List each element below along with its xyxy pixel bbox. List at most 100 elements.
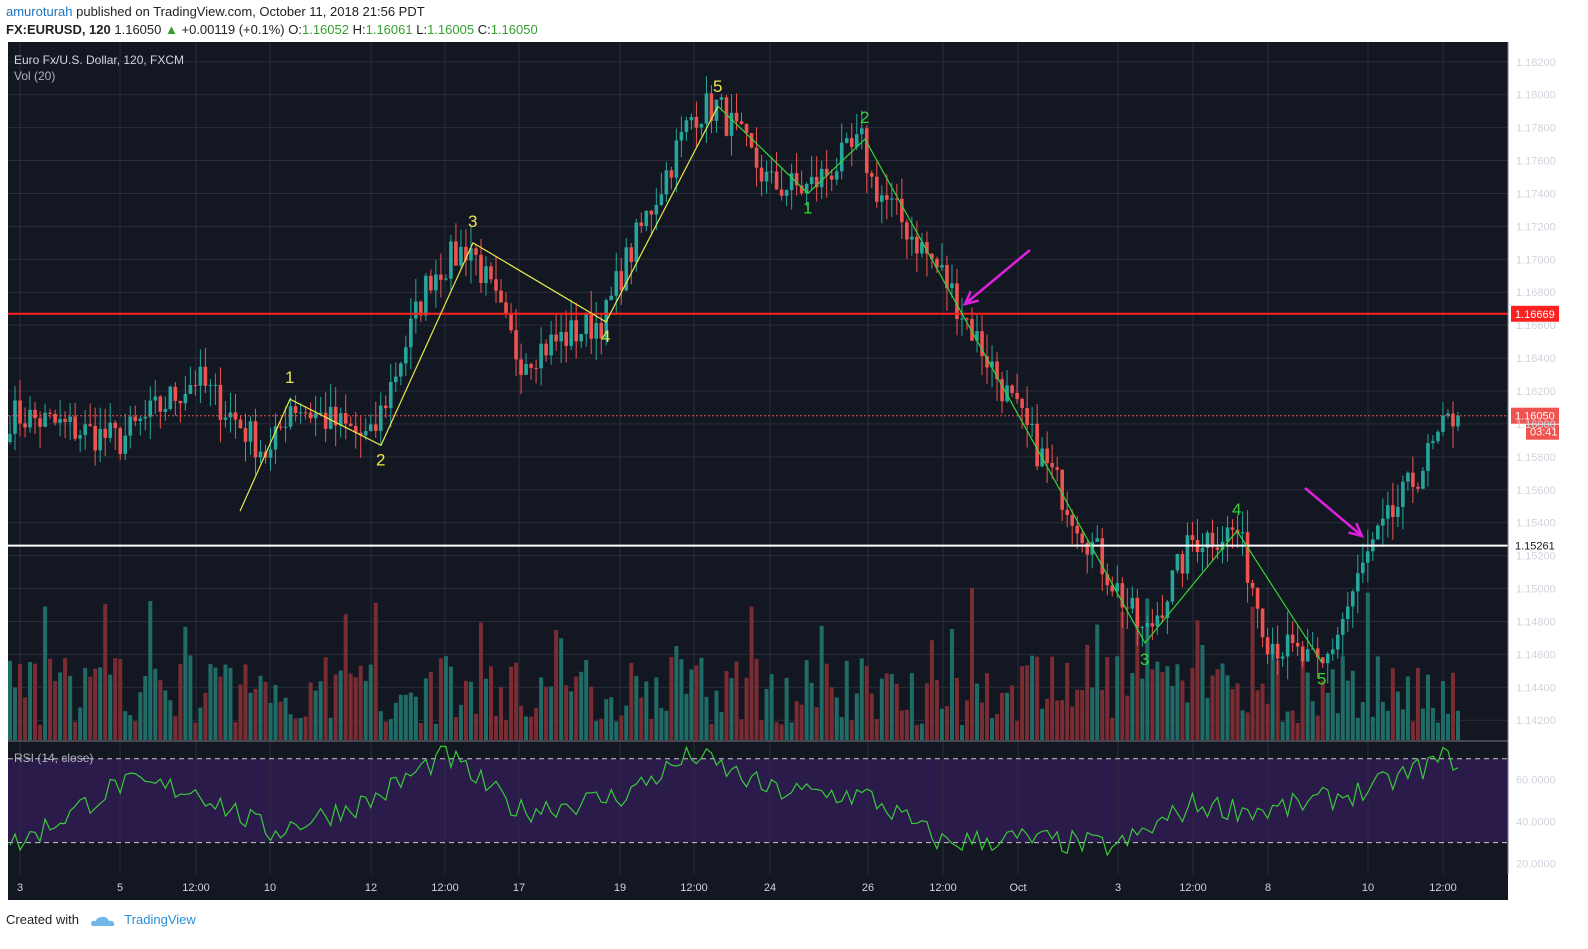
volume-bar-183: [924, 683, 929, 740]
volume-bar-277: [1395, 691, 1400, 740]
wave-green-label-2: 2: [860, 108, 869, 127]
author-link[interactable]: amuroturah: [6, 4, 73, 19]
candle-body-49: [253, 421, 258, 458]
volume-bar-128: [649, 718, 654, 740]
candle-body-4: [28, 409, 32, 428]
volume-bar-120: [609, 697, 614, 740]
candle-body-59: [303, 412, 308, 414]
volume-bar-1: [13, 687, 18, 740]
candle-body-251: [1265, 637, 1270, 655]
wave-yellow-label-2: 2: [376, 450, 385, 469]
candle-body-92: [469, 248, 473, 261]
candle-body-281: [1416, 486, 1420, 489]
volume-bar-91: [463, 680, 468, 740]
volume-bar-181: [914, 724, 919, 740]
open-label: O:: [288, 22, 302, 37]
resistance-label-bg: [1511, 305, 1559, 322]
created-with-text: Created with: [6, 912, 79, 927]
candle-body-66: [338, 413, 343, 426]
axes: 1.18200 1.18000 1.17800 1.17600 1.17400 1.172…: [8, 42, 1556, 900]
volume-bar-12: [68, 675, 73, 740]
volume-bar-177: [894, 683, 899, 740]
volume-bar-187: [944, 706, 949, 740]
volume-bar-201: [1015, 721, 1020, 740]
volume-bar-84: [428, 671, 433, 740]
volume-bar-219: [1105, 657, 1110, 740]
price-tick-19: 1.14400: [1516, 682, 1556, 694]
volume-bar-121: [614, 721, 619, 740]
volume-bar-220: [1110, 717, 1115, 740]
candle-body-152: [769, 171, 774, 173]
volume-bar-226: [1140, 678, 1145, 740]
volume-bar-190: [959, 724, 964, 740]
last-price: 1.16050: [114, 22, 162, 37]
candle-body-250: [1260, 608, 1265, 638]
volume-bar-206: [1040, 708, 1045, 740]
time-tick-17: 12:00: [1429, 882, 1457, 894]
wave-green-label-1: 1: [803, 198, 812, 217]
low-label: L:: [416, 22, 428, 37]
volume-bar-221: [1115, 656, 1120, 740]
volume-bar-266: [1340, 656, 1345, 740]
volume-bar-209: [1055, 700, 1060, 740]
candle-body-50: [258, 451, 263, 458]
volume-bar-95: [483, 678, 488, 740]
volume-bar-141: [714, 690, 719, 740]
volume-bar-16: [88, 676, 93, 740]
volume-bar-213: [1075, 689, 1080, 740]
published-text: published on TradingView.com, October 11…: [76, 4, 425, 19]
quote-line: FX:EURUSD, 120 1.16050 ▲ +0.00119 (+0.1%…: [6, 22, 538, 37]
candle-body-93: [474, 248, 478, 255]
candle-body-114: [579, 334, 583, 342]
candle-body-119: [604, 300, 609, 339]
symbol[interactable]: FX:EURUSD, 120: [6, 22, 111, 37]
candle-body-133: [674, 140, 679, 178]
candle-body-12: [68, 416, 72, 422]
wave-yellow-label-3: 3: [468, 212, 477, 231]
volume-bar-255: [1285, 711, 1290, 740]
candle-body-244: [1230, 527, 1235, 530]
candle-body-103: [524, 363, 528, 375]
candle-body-233: [1175, 554, 1180, 571]
volume-bar-284: [1430, 707, 1435, 740]
candle-body-55: [283, 426, 288, 428]
candle-body-99: [504, 302, 508, 314]
volume-bar-194: [980, 702, 985, 740]
candle-body-36: [188, 385, 193, 394]
volume-bar-81: [413, 696, 418, 740]
volume-bar-122: [619, 715, 624, 740]
price-tick-9: 1.16400: [1516, 353, 1556, 365]
candle-body-162: [819, 168, 824, 188]
volume-bar-6: [38, 724, 43, 740]
volume-bar-7: [43, 606, 48, 740]
volume-bar-283: [1425, 674, 1430, 740]
candle-body-91: [464, 246, 468, 261]
volume-bar-114: [579, 671, 584, 740]
volume-bar-73: [373, 602, 378, 740]
volume-bar-27: [143, 675, 148, 740]
volume-bar-63: [323, 657, 328, 740]
volume-bar-8: [48, 658, 53, 740]
candle-body-81: [414, 301, 418, 319]
candle-body-214: [1080, 533, 1085, 544]
volume-bar-85: [433, 723, 438, 740]
volume-bar-89: [453, 716, 458, 740]
candle-body-159: [804, 183, 809, 194]
tradingview-link[interactable]: TradingView: [124, 912, 196, 927]
volume-bar-268: [1350, 670, 1355, 740]
candle-body-19: [103, 428, 107, 438]
volume-bar-108: [549, 686, 554, 740]
candle-body-62: [318, 412, 323, 414]
volume-bar-244: [1230, 688, 1235, 740]
price-tick-20: 1.14200: [1516, 715, 1556, 727]
volume-bar-145: [734, 661, 739, 740]
volume-bar-262: [1320, 680, 1325, 740]
candle-body-219: [1105, 574, 1110, 586]
volume-bar-165: [834, 697, 839, 740]
candle-body-77: [393, 376, 398, 383]
volume-bar-34: [178, 664, 183, 740]
time-tick-15: 8: [1265, 882, 1271, 894]
candle-body-239: [1205, 532, 1210, 548]
candle-body-142: [719, 97, 724, 100]
